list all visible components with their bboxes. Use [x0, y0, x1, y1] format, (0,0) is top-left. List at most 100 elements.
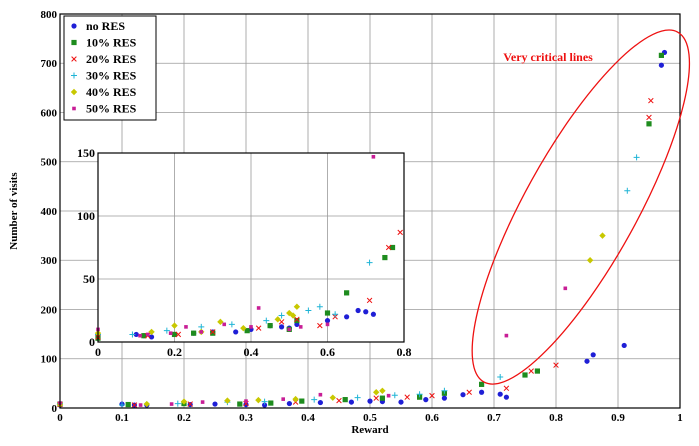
main-x-tick-label: 0.1: [115, 412, 129, 424]
inset-point: [184, 325, 188, 329]
main-series-3: [57, 154, 640, 409]
main-y-tick-label: 700: [41, 58, 58, 70]
inset-point: [344, 290, 350, 296]
inset-point: [332, 311, 339, 318]
main-point: [646, 121, 652, 127]
main-point: [534, 368, 540, 374]
inset-point: [363, 309, 369, 315]
inset-x-tick-label: 0.6: [320, 345, 335, 359]
main-point: [599, 232, 606, 239]
main-y-axis-label: Number of visits: [8, 172, 20, 250]
inset-point: [317, 322, 323, 329]
inset-point: [366, 259, 373, 266]
inset-point: [389, 244, 396, 251]
inset-point: [209, 329, 216, 335]
main-point: [169, 402, 174, 406]
main-y-tick-label: 200: [41, 304, 58, 316]
main-point: [281, 397, 285, 401]
inset-point: [279, 324, 285, 330]
inset-point: [145, 332, 150, 337]
main-point: [125, 401, 131, 408]
main-point: [138, 403, 143, 407]
legend-label: 30% RES: [86, 69, 137, 83]
main-point: [503, 394, 509, 400]
inset-y-tick-label: 0: [89, 335, 95, 349]
inset-point: [385, 244, 392, 251]
inset-point: [397, 229, 403, 236]
main-frame: [59, 13, 681, 409]
inset-point: [240, 324, 247, 332]
legend-marker: [70, 88, 78, 96]
inset-x-tick-label: 0.2: [167, 345, 182, 359]
main-point: [423, 397, 429, 403]
inset-point: [255, 325, 262, 331]
main-point: [479, 381, 485, 387]
main-x-tick-label: 0.7: [487, 412, 501, 424]
critical-lines-ellipse: [471, 29, 691, 385]
main-point: [187, 401, 193, 407]
inset-x-tick-label: 0.4: [244, 345, 259, 359]
inset-point: [366, 297, 373, 304]
main-point: [299, 398, 305, 404]
main-point: [174, 400, 181, 407]
inset-point: [233, 329, 239, 335]
legend-label: no RES: [86, 19, 125, 33]
main-point: [286, 400, 292, 407]
legend: no RES 10% RES 20% RES 30% RES 40% RES 50% RE…: [63, 15, 157, 121]
main-point: [131, 402, 138, 408]
inset-point: [191, 330, 197, 336]
main-point: [553, 362, 559, 368]
inset-plot: 0 0.2 0.4 0.6 0.8 0 50 100 150: [77, 146, 412, 359]
inset-series-2: [95, 229, 403, 340]
main-point: [621, 342, 627, 349]
inset-point: [370, 311, 376, 317]
main-point: [119, 402, 125, 409]
main-point: [243, 401, 249, 408]
main-point: [373, 395, 379, 401]
inset-point: [244, 328, 250, 334]
main-point: [563, 286, 568, 291]
main-point: [292, 395, 299, 403]
main-point: [318, 392, 323, 397]
main-point: [268, 400, 274, 406]
legend-marker: [72, 106, 76, 111]
main-x-tick-label: 0.9: [611, 412, 625, 424]
main-x-axis-label: Reward: [351, 424, 388, 436]
inset-x-tick-label: 0: [95, 345, 101, 359]
legend-label: 40% RES: [86, 85, 137, 99]
main-point: [429, 392, 435, 399]
main-point: [386, 393, 391, 398]
main-point: [584, 358, 590, 364]
main-y-tick-label: 600: [41, 107, 58, 119]
inset-series-1: [95, 244, 396, 341]
main-x-tick-label: 0.6: [425, 412, 439, 424]
main-x-tick-label: 1: [677, 412, 683, 424]
legend-label: 20% RES: [86, 52, 137, 66]
main-point: [379, 395, 385, 401]
legend-marker: [71, 23, 77, 29]
inset-point: [355, 307, 361, 314]
main-point: [479, 389, 485, 395]
main-point: [404, 394, 410, 400]
main-point: [497, 391, 503, 397]
main-point: [658, 52, 664, 58]
main-tick-labels: 0 0.1 0.2 0.3 0.4 0.5 0.6 0.7 0.8 0.9 1 0 100 200 300 4…: [41, 9, 683, 424]
inset-tick-labels: 0 0.2 0.4 0.6 0.8 0 50 100 150: [77, 146, 412, 359]
main-point: [348, 399, 354, 405]
main-point: [317, 399, 323, 406]
inset-series-3: [95, 259, 373, 338]
inset-point: [305, 307, 312, 314]
main-y-tick-label: 100: [41, 354, 58, 366]
main-point: [497, 373, 504, 380]
inset-point: [148, 334, 155, 340]
inset-point: [293, 303, 301, 310]
legend-marker: [71, 39, 77, 46]
inset-point: [294, 317, 300, 324]
inset-x-tick-label: 0.8: [397, 345, 412, 359]
inset-point: [133, 331, 139, 338]
inset-point: [298, 325, 303, 329]
main-point: [646, 114, 652, 121]
inset-point: [382, 254, 388, 261]
main-y-tick-label: 800: [41, 9, 58, 21]
